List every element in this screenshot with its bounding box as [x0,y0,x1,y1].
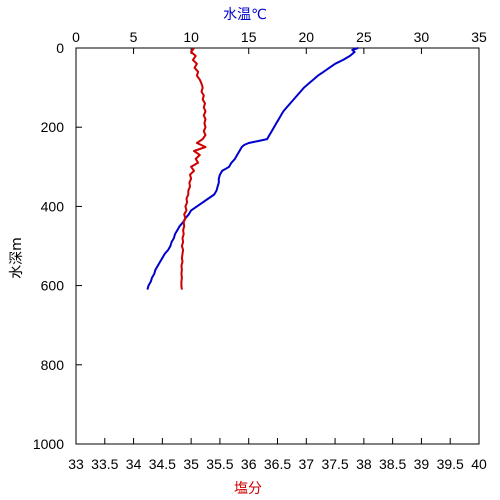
top-tick-label: 35 [471,29,487,45]
bottom-tick-label: 37 [298,456,314,472]
bottom-tick-label: 38.5 [379,456,406,472]
top-tick-label: 0 [72,29,80,45]
top-axis-title: 水温℃ [223,7,267,23]
top-tick-label: 10 [183,29,199,45]
top-tick-label: 5 [130,29,138,45]
left-tick-label: 800 [41,357,65,373]
top-tick-label: 20 [298,29,314,45]
bottom-tick-label: 34 [126,456,142,472]
bottom-tick-label: 33.5 [91,456,118,472]
bottom-tick-label: 36.5 [264,456,291,472]
left-tick-label: 1000 [33,436,64,452]
top-tick-label: 30 [414,29,430,45]
bottom-axis-ticks: 33 33.5 34 34.5 35 35.5 36 36.5 37 37.5 38 38.5 39 39… [68,438,487,472]
bottom-tick-label: 36 [241,456,257,472]
bottom-tick-label: 39 [414,456,430,472]
bottom-tick-label: 35 [183,456,199,472]
bottom-tick-label: 33 [68,456,84,472]
top-tick-label: 15 [241,29,257,45]
bottom-tick-label: 37.5 [321,456,348,472]
left-tick-label: 200 [41,119,65,135]
left-tick-label: 600 [41,278,65,294]
salinity-profile-line [180,47,207,290]
series-layer [146,47,359,290]
bottom-tick-label: 35.5 [206,456,233,472]
top-tick-label: 25 [356,29,372,45]
temperature-profile-line [146,47,359,290]
bottom-tick-label: 40 [471,456,487,472]
plot-frame [75,47,480,445]
bottom-tick-label: 39.5 [437,456,464,472]
bottom-tick-label: 38 [356,456,372,472]
bottom-axis-title: 塩分 [234,481,262,497]
left-axis-ticks: 0 200 400 600 800 1000 [33,40,82,452]
bottom-tick-label: 34.5 [149,456,176,472]
top-axis-ticks: 0 5 10 15 20 25 30 35 [72,29,487,54]
left-axis-title: 水深m [9,237,25,279]
left-tick-label: 0 [56,40,64,56]
left-tick-label: 400 [41,198,65,214]
